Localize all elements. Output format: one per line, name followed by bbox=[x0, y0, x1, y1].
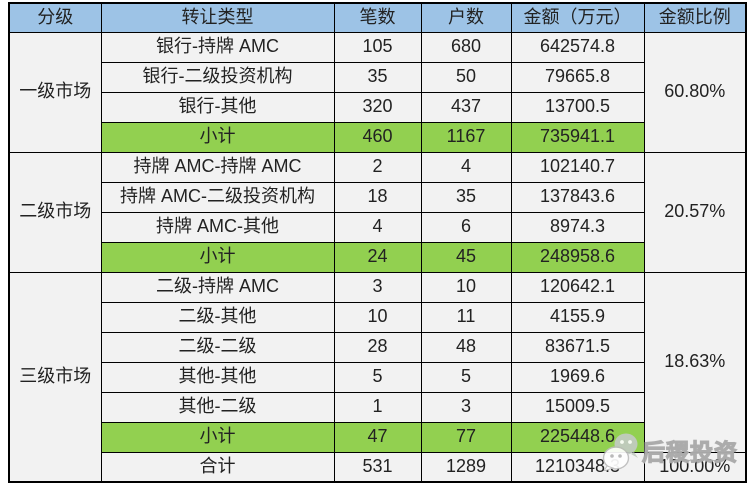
table-body: 一级市场 银行-持牌 AMC 105 680 642574.8 60.80% 银行-二级投资… bbox=[8, 31, 747, 483]
count-cell: 460 bbox=[333, 121, 422, 153]
count-cell: 24 bbox=[333, 241, 422, 273]
transfer-type-cell: 小计 bbox=[100, 421, 335, 453]
amount-cell: 102140.7 bbox=[510, 151, 645, 183]
level-cell: 一级市场 bbox=[8, 31, 102, 153]
table-row: 二级市场 持牌 AMC-持牌 AMC 2 4 102140.7 20.57% bbox=[8, 151, 747, 273]
amount-cell: 225448.6 bbox=[510, 421, 645, 453]
total-row: 合计 531 1289 1210348.3 100.00% bbox=[9, 451, 747, 483]
households-cell: 5 bbox=[420, 361, 512, 393]
amount-cell: 8974.3 bbox=[510, 211, 645, 243]
households-cell: 50 bbox=[420, 61, 512, 93]
amount-cell: 4155.9 bbox=[510, 301, 645, 333]
amount-cell: 1969.6 bbox=[510, 361, 645, 393]
table-row: 一级市场 银行-持牌 AMC 105 680 642574.8 60.80% bbox=[8, 31, 747, 153]
ratio-cell: 18.63% bbox=[643, 271, 747, 453]
table-header: 分级 转让类型 笔数 户数 金额（万元） 金额比例 bbox=[8, 2, 747, 33]
households-cell: 45 bbox=[420, 241, 512, 273]
count-cell: 531 bbox=[333, 451, 422, 483]
subtotal-row: 小计 24 45 248958.6 bbox=[9, 241, 746, 273]
table-row: 三级市场 二级-持牌 AMC 3 10 120642.1 18.63% bbox=[8, 271, 747, 483]
npl-transfer-table: 分级 转让类型 笔数 户数 金额（万元） 金额比例 一级市场 银行-持牌 AMC 1… bbox=[8, 2, 747, 483]
count-cell: 3 bbox=[333, 271, 422, 303]
count-cell: 4 bbox=[333, 211, 422, 243]
households-cell: 4 bbox=[420, 151, 512, 183]
level-cell: 二级市场 bbox=[8, 151, 102, 273]
header-count: 笔数 bbox=[333, 2, 422, 33]
transfer-type-cell: 二级-其他 bbox=[100, 301, 335, 333]
ratio-cell: 60.80% bbox=[643, 31, 747, 153]
transfer-type-cell: 银行-二级投资机构 bbox=[100, 61, 335, 93]
count-cell: 105 bbox=[333, 31, 422, 63]
header-transfer-type: 转让类型 bbox=[100, 2, 335, 33]
count-cell: 35 bbox=[333, 61, 422, 93]
amount-cell: 83671.5 bbox=[510, 331, 645, 363]
households-cell: 11 bbox=[420, 301, 512, 333]
count-cell: 1 bbox=[333, 391, 422, 423]
amount-cell: 735941.1 bbox=[510, 121, 645, 153]
households-cell: 1167 bbox=[420, 121, 512, 153]
table-row: 持牌 AMC-二级投资机构 18 35 137843.6 bbox=[9, 181, 746, 213]
amount-cell: 13700.5 bbox=[510, 91, 645, 123]
households-cell: 1289 bbox=[420, 451, 512, 483]
amount-cell: 642574.8 bbox=[510, 31, 645, 63]
header-households: 户数 bbox=[420, 2, 512, 33]
table-row: 二级-其他 10 11 4155.9 bbox=[9, 301, 746, 333]
ratio-cell: 20.57% bbox=[643, 151, 747, 273]
transfer-type-cell: 其他-二级 bbox=[100, 391, 335, 423]
count-cell: 10 bbox=[333, 301, 422, 333]
header-amount: 金额（万元） bbox=[510, 2, 645, 33]
households-cell: 437 bbox=[420, 91, 512, 123]
count-cell: 320 bbox=[333, 91, 422, 123]
transfer-type-cell: 二级-二级 bbox=[100, 331, 335, 363]
table-row: 二级-二级 28 48 83671.5 bbox=[9, 331, 746, 363]
count-cell: 2 bbox=[333, 151, 422, 183]
table-row: 其他-二级 1 3 15009.5 bbox=[9, 391, 746, 423]
transfer-type-cell: 合计 bbox=[100, 451, 335, 483]
households-cell: 6 bbox=[420, 211, 512, 243]
table-row: 银行-其他 320 437 13700.5 bbox=[9, 91, 746, 123]
households-cell: 77 bbox=[420, 421, 512, 453]
transfer-type-cell: 持牌 AMC-二级投资机构 bbox=[100, 181, 335, 213]
transfer-type-cell: 小计 bbox=[100, 241, 335, 273]
transfer-type-cell: 其他-其他 bbox=[100, 361, 335, 393]
amount-cell: 248958.6 bbox=[510, 241, 645, 273]
level-cell: 三级市场 bbox=[8, 271, 102, 483]
table-row: 其他-其他 5 5 1969.6 bbox=[9, 361, 746, 393]
amount-cell: 15009.5 bbox=[510, 391, 645, 423]
households-cell: 680 bbox=[420, 31, 512, 63]
transfer-type-cell: 银行-其他 bbox=[100, 91, 335, 123]
table-row: 持牌 AMC-其他 4 6 8974.3 bbox=[9, 211, 746, 243]
header-row: 分级 转让类型 笔数 户数 金额（万元） 金额比例 bbox=[8, 2, 747, 33]
ratio-cell: 100.00% bbox=[643, 451, 747, 483]
amount-cell: 137843.6 bbox=[510, 181, 645, 213]
transfer-type-cell: 二级-持牌 AMC bbox=[100, 271, 335, 303]
transfer-type-cell: 持牌 AMC-持牌 AMC bbox=[100, 151, 335, 183]
amount-cell: 1210348.3 bbox=[510, 451, 645, 483]
transfer-type-cell: 小计 bbox=[100, 121, 335, 153]
subtotal-row: 小计 47 77 225448.6 bbox=[9, 421, 746, 453]
subtotal-row: 小计 460 1167 735941.1 bbox=[9, 121, 746, 153]
transfer-type-cell: 银行-持牌 AMC bbox=[100, 31, 335, 63]
count-cell: 28 bbox=[333, 331, 422, 363]
households-cell: 35 bbox=[420, 181, 512, 213]
count-cell: 5 bbox=[333, 361, 422, 393]
households-cell: 10 bbox=[420, 271, 512, 303]
amount-cell: 79665.8 bbox=[510, 61, 645, 93]
count-cell: 47 bbox=[333, 421, 422, 453]
header-level: 分级 bbox=[8, 2, 102, 33]
count-cell: 18 bbox=[333, 181, 422, 213]
amount-cell: 120642.1 bbox=[510, 271, 645, 303]
header-amount-ratio: 金额比例 bbox=[643, 2, 747, 33]
table-row: 银行-二级投资机构 35 50 79665.8 bbox=[9, 61, 746, 93]
households-cell: 48 bbox=[420, 331, 512, 363]
transfer-type-cell: 持牌 AMC-其他 bbox=[100, 211, 335, 243]
households-cell: 3 bbox=[420, 391, 512, 423]
